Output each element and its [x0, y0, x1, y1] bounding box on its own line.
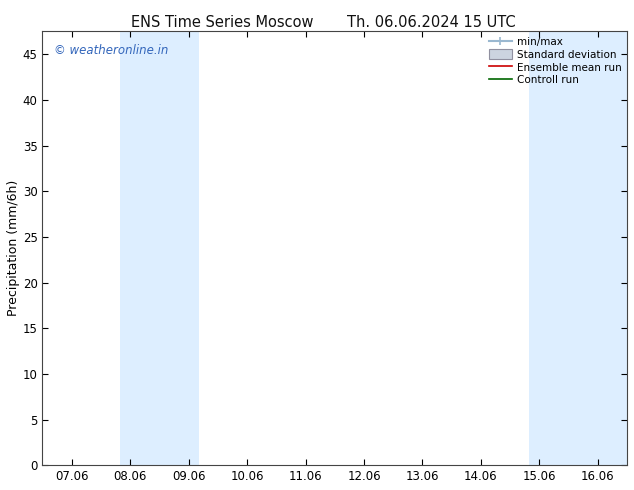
Bar	[608, 31, 627, 465]
Text: Th. 06.06.2024 15 UTC: Th. 06.06.2024 15 UTC	[347, 15, 515, 30]
Legend: min/max, Standard deviation, Ensemble mean run, Controll run: min/max, Standard deviation, Ensemble me…	[486, 33, 625, 89]
Bar	[569, 31, 608, 465]
Bar	[159, 31, 198, 465]
Text: © weatheronline.in: © weatheronline.in	[54, 45, 169, 57]
Bar	[120, 31, 159, 465]
Y-axis label: Precipitation (mm/6h): Precipitation (mm/6h)	[7, 180, 20, 317]
Bar	[529, 31, 569, 465]
Text: ENS Time Series Moscow: ENS Time Series Moscow	[131, 15, 313, 30]
